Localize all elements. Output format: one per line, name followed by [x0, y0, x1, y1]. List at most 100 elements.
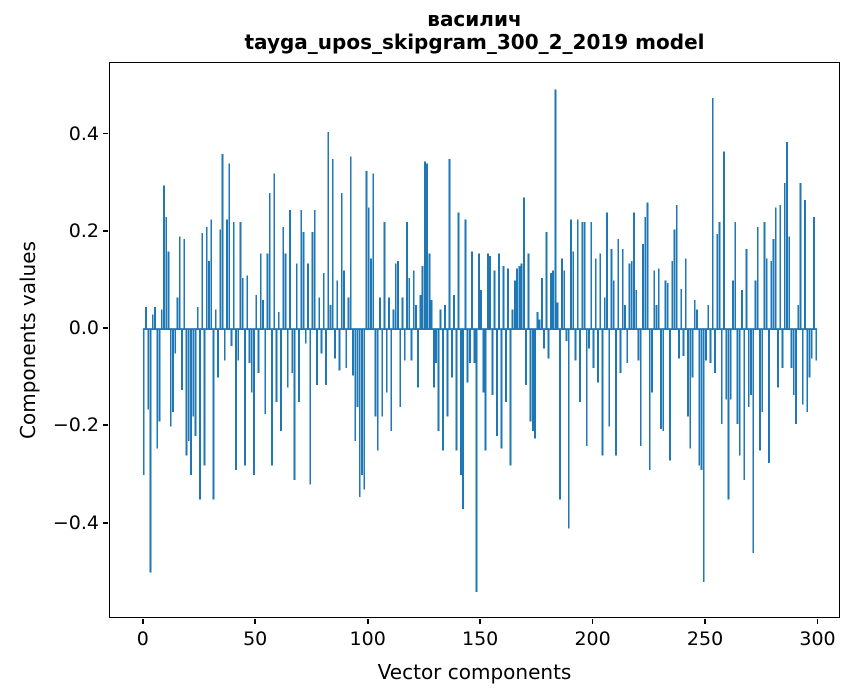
bar-component-134	[444, 304, 447, 330]
bar-component-139	[455, 329, 458, 451]
bar-component-95	[356, 329, 359, 407]
bar-component-40	[232, 222, 235, 330]
bar-component-111	[392, 309, 395, 330]
bar-component-61	[280, 329, 282, 432]
x-tick-mark-6	[816, 619, 819, 624]
bar-component-287	[788, 236, 791, 330]
bar-component-150	[480, 290, 483, 330]
bar-component-243	[689, 329, 692, 449]
bar-component-17	[181, 329, 183, 390]
bar-component-172	[529, 329, 532, 422]
x-tick-label-2: 100	[349, 628, 386, 650]
bar-component-259	[725, 329, 728, 400]
bar-component-247	[698, 329, 701, 466]
bar-component-189	[567, 329, 570, 529]
bar-component-11	[167, 251, 170, 330]
bar-component-65	[289, 209, 291, 330]
bar-component-15	[176, 297, 179, 330]
x-tick-label-0: 0	[136, 628, 149, 650]
bar-component-167	[518, 265, 521, 330]
bar-component-80	[322, 273, 325, 330]
bar-component-207	[608, 329, 611, 427]
bar-component-254	[714, 329, 716, 373]
bar-component-93	[352, 329, 354, 376]
bar-component-90	[345, 329, 348, 368]
bar-component-196	[583, 222, 586, 330]
bar-component-267	[743, 329, 746, 480]
bar-component-158	[498, 253, 501, 330]
bar-component-146	[471, 251, 474, 330]
bar-component-115	[401, 297, 404, 330]
bar-component-32	[214, 309, 217, 330]
bar-component-242	[687, 329, 689, 417]
bar-component-69	[298, 329, 300, 403]
bar-component-66	[291, 329, 294, 373]
bar-component-265	[738, 329, 741, 456]
bar-component-19	[185, 329, 188, 456]
bar-component-16	[178, 236, 181, 330]
bar-component-226	[651, 329, 653, 393]
bar-component-27	[203, 329, 206, 466]
bar-component-208	[610, 248, 613, 330]
bar-component-98	[363, 329, 366, 490]
bar-component-264	[736, 329, 739, 424]
bar-component-190	[570, 219, 572, 330]
bar-component-181	[549, 273, 552, 330]
bar-component-120	[412, 270, 415, 330]
bar-component-250	[705, 329, 707, 361]
bar-component-246	[696, 309, 698, 330]
bar-component-164	[511, 309, 514, 330]
bar-component-212	[619, 329, 622, 373]
bar-component-9	[163, 185, 165, 330]
bar-component-269	[747, 329, 750, 407]
bar-component-5	[154, 307, 156, 330]
bar-component-192	[574, 329, 577, 361]
bar-component-295	[806, 329, 809, 412]
bar-component-197	[585, 329, 588, 446]
bar-component-133	[441, 329, 444, 451]
bar-component-20	[187, 329, 190, 441]
bar-component-213	[621, 248, 624, 330]
bar-component-26	[201, 232, 204, 330]
bar-component-237	[675, 205, 678, 330]
bars-svg	[142, 89, 818, 592]
bar-component-122	[417, 329, 420, 388]
bar-component-7	[158, 329, 161, 422]
bar-component-73	[307, 263, 309, 330]
bar-component-34	[219, 229, 222, 330]
chart-title-line1: василич	[427, 7, 522, 31]
bar-component-37	[226, 219, 228, 330]
bar-component-223	[644, 217, 647, 330]
x-tick-label-1: 50	[243, 628, 268, 650]
bar-component-163	[509, 329, 512, 466]
bar-component-100	[367, 207, 370, 330]
bar-component-137	[450, 329, 453, 378]
bar-component-266	[741, 290, 743, 330]
bar-component-23	[194, 329, 197, 437]
bar-component-290	[795, 329, 797, 424]
bar-component-108	[385, 329, 388, 393]
bar-component-185	[558, 329, 561, 500]
bar-component-72	[304, 329, 307, 344]
bar-component-225	[648, 329, 651, 471]
bar-component-218	[633, 212, 635, 330]
bar-component-87	[338, 329, 341, 371]
x-axis-label: Vector components	[377, 660, 572, 684]
bar-component-39	[230, 329, 233, 347]
y-tick-mark-4	[103, 521, 108, 524]
bar-component-211	[617, 239, 620, 330]
bar-component-160	[502, 265, 505, 330]
bar-component-179	[545, 231, 548, 330]
bar-component-299	[815, 329, 818, 361]
bar-component-260	[727, 329, 730, 500]
bar-component-142	[462, 329, 465, 510]
bar-component-188	[565, 329, 568, 342]
bar-component-33	[217, 329, 219, 378]
bar-component-107	[383, 222, 386, 330]
x-tick-mark-4	[591, 619, 594, 624]
bar-component-219	[635, 290, 638, 330]
y-tick-mark-0	[103, 132, 108, 135]
bar-component-191	[572, 251, 575, 330]
bar-component-50	[255, 295, 258, 330]
bar-component-97	[361, 329, 363, 476]
